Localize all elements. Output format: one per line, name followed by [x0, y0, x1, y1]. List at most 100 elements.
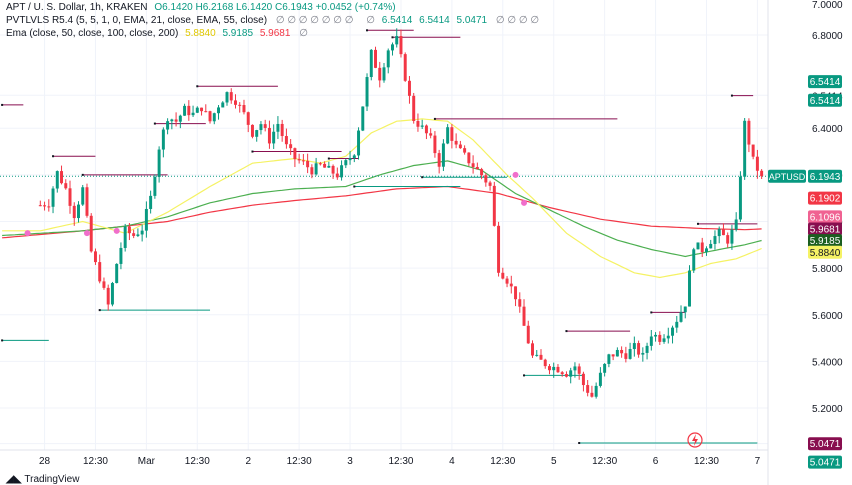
- candle-body-36: [191, 112, 195, 116]
- legend-pvtlvls-row[interactable]: PVTLVLS R5.4 (5, 5, 1, 0, EMA, 21, close…: [6, 15, 539, 26]
- candle-body-33: [178, 115, 182, 122]
- candle-body-115: [526, 325, 530, 344]
- candle-body-72: [344, 160, 348, 166]
- candle-body-60: [293, 148, 297, 160]
- candle-body-97: [450, 127, 454, 141]
- price-label-bg-3: [808, 191, 842, 205]
- price-label-3: 6.1902: [810, 194, 841, 205]
- candle-body-154: [692, 249, 696, 271]
- candle-body-76: [361, 106, 365, 131]
- candle-body-23: [136, 234, 140, 236]
- candle-body-24: [140, 230, 144, 235]
- candle-body-2: [47, 206, 51, 208]
- ema50-line: [2, 118, 762, 279]
- price-label-bg-0: [808, 75, 842, 89]
- candle-body-80: [378, 67, 382, 81]
- candle-body-155: [696, 242, 700, 250]
- candle-body-92: [429, 133, 433, 136]
- pivot-dot-7: [366, 29, 369, 32]
- x-tick-label-12: 6: [653, 456, 659, 467]
- pivot-dot-10: [730, 94, 733, 97]
- candle-body-100: [463, 148, 467, 153]
- candle-body-122: [556, 366, 560, 373]
- candle-body-163: [730, 229, 734, 244]
- ema-cross-marker-4: [521, 199, 528, 206]
- candle-body-82: [386, 50, 390, 68]
- candle-body-135: [611, 354, 615, 357]
- legend-ema-row[interactable]: Ema (close, 50, close, 100, close, 200) …: [6, 28, 308, 39]
- price-label-bg-6: [808, 234, 842, 248]
- pvtlvls-value-4: ∅ ∅ ∅ ∅: [495, 15, 540, 26]
- candle-body-89: [416, 120, 420, 127]
- pvtlvls-value-2: 6.5414: [419, 15, 450, 26]
- candle-body-47: [238, 104, 242, 106]
- candle-body-160: [717, 228, 721, 237]
- candle-body-71: [340, 165, 344, 178]
- candle-body-0: [38, 205, 42, 207]
- candle-body-1: [43, 205, 47, 207]
- y-tick-label-1: 5.2000: [812, 404, 843, 415]
- x-tick-label-9: 12:30: [490, 456, 515, 467]
- pivot-dot-0: [1, 103, 4, 106]
- candle-body-55: [272, 131, 276, 144]
- candle-body-13: [93, 251, 97, 263]
- candle-body-68: [327, 165, 331, 168]
- candle-body-109: [501, 272, 505, 279]
- candle-body-132: [598, 372, 602, 386]
- price-label-0: 6.5414: [810, 77, 841, 88]
- candle-body-52: [259, 124, 263, 131]
- pivot-dot-15: [98, 309, 101, 312]
- candle-body-57: [280, 123, 284, 137]
- ema-cross-marker-0: [24, 230, 31, 237]
- candle-body-10: [81, 187, 85, 205]
- lightning-icon: [692, 434, 698, 446]
- candle-body-79: [374, 49, 377, 68]
- candle-body-107: [492, 185, 496, 226]
- candle-body-110: [505, 278, 509, 284]
- pivot-dot-16: [353, 185, 356, 188]
- candle-body-139: [628, 349, 632, 359]
- candle-body-91: [424, 125, 428, 134]
- x-tick-label-5: 12:30: [287, 456, 312, 467]
- candle-body-49: [246, 112, 250, 125]
- candle-body-38: [200, 107, 204, 112]
- x-tick-label-8: 4: [449, 456, 455, 467]
- candle-body-127: [577, 366, 581, 374]
- price-label-bg-2: [808, 169, 842, 183]
- pvtlvls-value-0: ∅: [366, 15, 375, 26]
- y-tick-label-9: 6.8000: [812, 31, 843, 42]
- candle-body-19: [119, 247, 123, 264]
- candle-body-58: [284, 136, 288, 145]
- y-tick-label-4: 5.8000: [812, 264, 843, 275]
- candle-body-84: [395, 36, 399, 45]
- y-tick-label-3: 5.6000: [812, 311, 843, 322]
- ema-value-extra: ∅: [299, 28, 308, 39]
- candle-body-8: [72, 205, 76, 219]
- candle-body-35: [187, 105, 191, 116]
- candle-body-162: [726, 235, 730, 244]
- legend-symbol[interactable]: APT / U. S. Dollar, 1h, KRAKEN: [6, 2, 148, 13]
- pvtlvls-label: PVTLVLS R5.4 (5, 5, 1, 0, EMA, 21, close…: [6, 15, 268, 26]
- candle-body-61: [297, 159, 301, 161]
- candle-body-106: [488, 182, 492, 186]
- candle-body-113: [518, 299, 522, 307]
- x-tick-label-11: 12:30: [592, 456, 617, 467]
- candle-body-153: [688, 270, 691, 307]
- candle-body-94: [437, 153, 441, 167]
- candle-body-144: [649, 336, 653, 346]
- candle-body-46: [234, 100, 237, 105]
- price-label-8: 5.0471: [810, 439, 841, 450]
- candle-body-34: [183, 105, 187, 116]
- y-tick-label-10: 7.0000: [812, 0, 843, 11]
- pivot-dot-8: [391, 36, 394, 39]
- alert-lightning-icon: [687, 432, 703, 448]
- candle-body-31: [170, 119, 174, 122]
- candle-body-48: [242, 105, 246, 113]
- y-tick-label-2: 5.4000: [812, 357, 843, 368]
- candle-body-126: [573, 366, 577, 371]
- candle-body-75: [357, 130, 361, 156]
- tradingview-logo[interactable]: ◢◣ TradingView: [6, 474, 79, 485]
- candle-body-166: [743, 120, 747, 177]
- candle-body-32: [174, 119, 178, 122]
